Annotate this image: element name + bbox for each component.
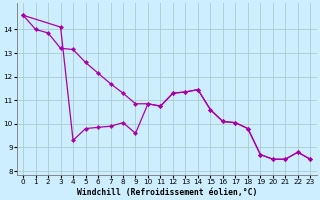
X-axis label: Windchill (Refroidissement éolien,°C): Windchill (Refroidissement éolien,°C) xyxy=(76,188,257,197)
